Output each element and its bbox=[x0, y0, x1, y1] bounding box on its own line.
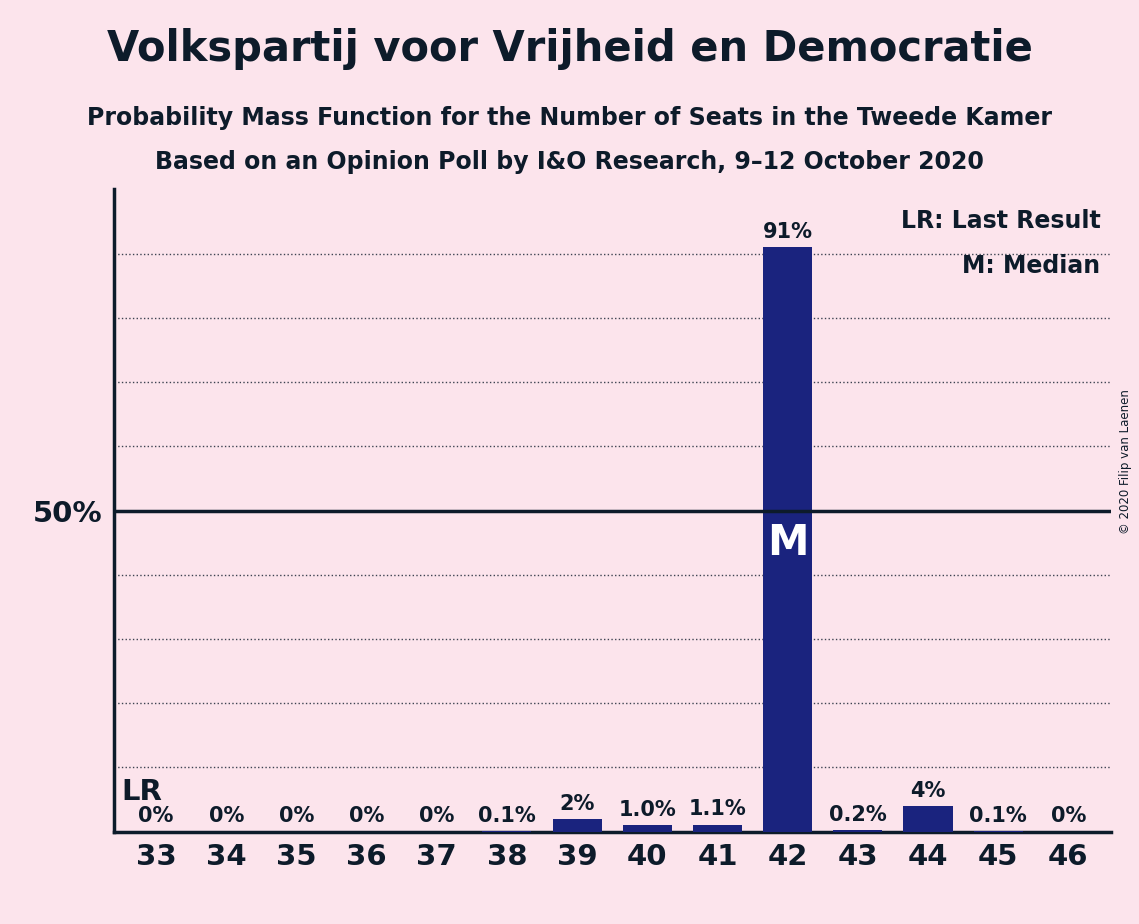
Bar bbox=[693, 824, 741, 832]
Text: LR: LR bbox=[121, 778, 162, 806]
Bar bbox=[834, 831, 883, 832]
Text: LR: Last Result: LR: Last Result bbox=[901, 209, 1100, 233]
Text: Probability Mass Function for the Number of Seats in the Tweede Kamer: Probability Mass Function for the Number… bbox=[87, 106, 1052, 130]
Bar bbox=[903, 806, 952, 832]
Text: 1.0%: 1.0% bbox=[618, 800, 677, 820]
Bar bbox=[623, 825, 672, 832]
Text: 0%: 0% bbox=[349, 807, 384, 826]
Text: 0%: 0% bbox=[419, 807, 454, 826]
Text: 0%: 0% bbox=[138, 807, 174, 826]
Bar bbox=[763, 248, 812, 832]
Text: 0%: 0% bbox=[279, 807, 314, 826]
Text: 0.1%: 0.1% bbox=[478, 806, 535, 826]
Text: 0.2%: 0.2% bbox=[829, 805, 887, 825]
Text: Based on an Opinion Poll by I&O Research, 9–12 October 2020: Based on an Opinion Poll by I&O Research… bbox=[155, 150, 984, 174]
Text: 4%: 4% bbox=[910, 781, 945, 801]
Text: 0%: 0% bbox=[208, 807, 244, 826]
Text: 0.1%: 0.1% bbox=[969, 806, 1027, 826]
Text: 1.1%: 1.1% bbox=[689, 799, 746, 820]
Bar bbox=[552, 819, 601, 832]
Text: M: Median: M: Median bbox=[962, 253, 1100, 277]
Text: 0%: 0% bbox=[1050, 807, 1087, 826]
Text: © 2020 Filip van Laenen: © 2020 Filip van Laenen bbox=[1118, 390, 1132, 534]
Text: 2%: 2% bbox=[559, 794, 595, 814]
Text: Volkspartij voor Vrijheid en Democratie: Volkspartij voor Vrijheid en Democratie bbox=[107, 28, 1032, 69]
Text: M: M bbox=[767, 522, 809, 564]
Text: 91%: 91% bbox=[763, 222, 812, 242]
